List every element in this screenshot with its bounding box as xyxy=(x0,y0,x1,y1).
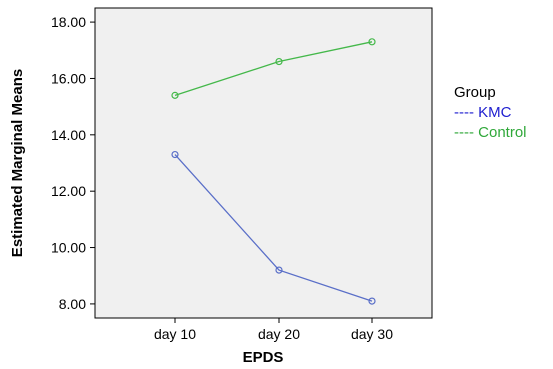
x-tick-label: day 30 xyxy=(351,326,393,342)
legend-title: Group xyxy=(454,84,496,101)
plot-area xyxy=(94,7,433,319)
data-point-kmc xyxy=(275,266,283,274)
y-tick-label: 16.00 xyxy=(51,70,86,86)
series-line-control xyxy=(174,41,373,96)
y-tick-label: 18.00 xyxy=(51,14,86,30)
data-point-control xyxy=(275,57,283,66)
legend-item-control: ---- Control xyxy=(454,124,527,141)
x-axis-title: EPDS xyxy=(243,349,284,366)
x-tick-label: day 10 xyxy=(154,326,196,342)
y-tick-label: 10.00 xyxy=(51,240,86,256)
data-point-kmc xyxy=(368,297,376,305)
data-point-control xyxy=(171,91,179,99)
data-point-kmc xyxy=(171,150,179,159)
data-point-control xyxy=(368,38,376,46)
series-layer xyxy=(171,38,376,305)
series-line-kmc xyxy=(174,154,373,302)
y-axis-title: Estimated Marginal Means xyxy=(9,69,26,257)
y-tick-label: 12.00 xyxy=(51,183,86,199)
y-axis: 8.00 10.00 12.00 14.00 16.00 18.00 xyxy=(51,14,95,312)
legend-item-kmc: ---- KMC xyxy=(454,104,512,121)
y-tick-label: 14.00 xyxy=(51,127,86,143)
x-axis: day 10 day 20 day 30 xyxy=(154,318,393,342)
x-tick-label: day 20 xyxy=(258,326,300,342)
y-tick-label: 8.00 xyxy=(59,296,86,312)
legend: Group ---- KMC ---- Control xyxy=(454,84,527,143)
